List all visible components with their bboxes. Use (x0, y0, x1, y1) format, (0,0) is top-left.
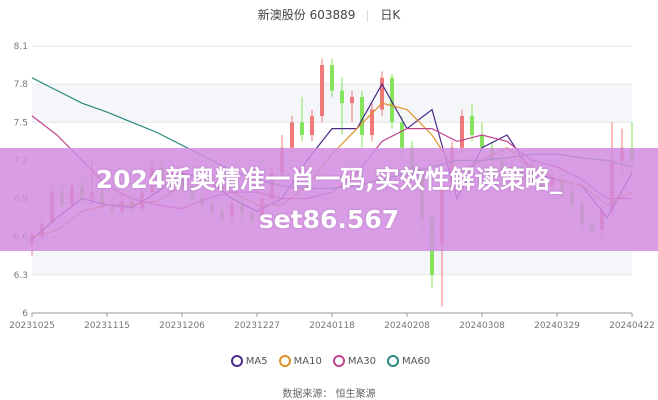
x-tick-label: 20240329 (534, 321, 580, 331)
legend-marker-icon (332, 355, 345, 367)
x-tick-label: 20231025 (9, 321, 55, 331)
legend: MA5 MA10 MA30 MA60 (0, 355, 658, 370)
legend-label: MA60 (402, 355, 431, 367)
overlay-banner (0, 148, 658, 251)
y-tick-label: 6.3 (14, 271, 28, 281)
candle-body (380, 77, 384, 110)
candle-body (360, 96, 364, 135)
y-tick-label: 6 (22, 309, 28, 319)
candle-body (290, 122, 294, 148)
period-label[interactable]: 日K (380, 8, 401, 22)
candle-body (460, 115, 464, 148)
legend-label: MA10 (293, 355, 322, 367)
legend-item-ma10[interactable]: MA10 (276, 355, 322, 367)
chart-title: 新澳股份 603889 日K (0, 6, 658, 23)
candle-body (390, 77, 394, 123)
candle-body (400, 122, 404, 148)
stock-name: 新澳股份 603889 (257, 8, 356, 22)
data-source: 数据来源： 恒生聚源 (282, 389, 376, 400)
y-tick-label: 8.1 (14, 42, 28, 52)
x-tick-label: 20231115 (84, 321, 130, 331)
legend-label: MA30 (347, 355, 377, 367)
candle-body (350, 96, 354, 104)
y-tick-label: 7.5 (14, 118, 28, 128)
candle-body (470, 115, 474, 135)
x-tick-label: 20240308 (459, 321, 505, 331)
legend-item-ma5[interactable]: MA5 (228, 355, 268, 367)
y-tick-label: 7.8 (14, 80, 29, 90)
candle-body (480, 135, 484, 148)
banner-line-2: set86.567 (258, 205, 400, 234)
legend-item-ma60[interactable]: MA60 (384, 355, 430, 367)
candle-body (300, 122, 304, 135)
candle-body (340, 90, 344, 104)
banner-text: 2024新奥精准一肖一码,实效性解读策略_ set86.567 (0, 160, 658, 240)
x-tick-label: 20240118 (309, 321, 355, 331)
candle-body (320, 65, 324, 116)
candle-body (330, 65, 334, 91)
x-tick-label: 20231227 (234, 321, 280, 331)
x-tick-label: 20231206 (159, 321, 205, 331)
legend-label: MA5 (245, 355, 268, 367)
divider (367, 9, 369, 22)
banner-line-1: 2024新奥精准一肖一码,实效性解读策略_ (95, 165, 563, 194)
x-tick-label: 20240208 (384, 321, 430, 331)
candle-body (370, 109, 374, 135)
x-tick-label: 20240422 (609, 321, 655, 331)
legend-item-ma30[interactable]: MA30 (330, 355, 376, 367)
candle-body (310, 115, 314, 135)
legend-marker-icon (230, 355, 243, 367)
legend-marker-icon (278, 355, 291, 367)
legend-marker-icon (387, 355, 400, 367)
